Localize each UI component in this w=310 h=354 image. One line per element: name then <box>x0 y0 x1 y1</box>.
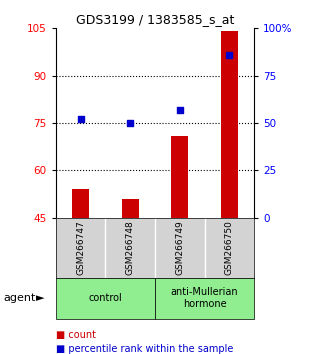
Text: agent: agent <box>3 293 35 303</box>
Bar <box>122 199 139 218</box>
Text: ■ count: ■ count <box>56 330 96 339</box>
Bar <box>56 278 155 319</box>
Text: ►: ► <box>36 293 44 303</box>
Bar <box>155 278 254 319</box>
Bar <box>72 189 89 218</box>
Text: ■ percentile rank within the sample: ■ percentile rank within the sample <box>56 344 233 354</box>
Bar <box>171 136 188 218</box>
Title: GDS3199 / 1383585_s_at: GDS3199 / 1383585_s_at <box>76 13 234 26</box>
Text: GSM266749: GSM266749 <box>175 221 184 275</box>
Text: anti-Mullerian
hormone: anti-Mullerian hormone <box>171 287 238 309</box>
Point <box>128 120 133 126</box>
Point <box>177 107 182 113</box>
Text: GSM266747: GSM266747 <box>76 221 85 275</box>
Text: GSM266750: GSM266750 <box>225 220 234 275</box>
Bar <box>221 32 238 218</box>
Point <box>227 52 232 58</box>
Text: control: control <box>89 293 122 303</box>
Point <box>78 116 83 122</box>
Text: GSM266748: GSM266748 <box>126 221 135 275</box>
